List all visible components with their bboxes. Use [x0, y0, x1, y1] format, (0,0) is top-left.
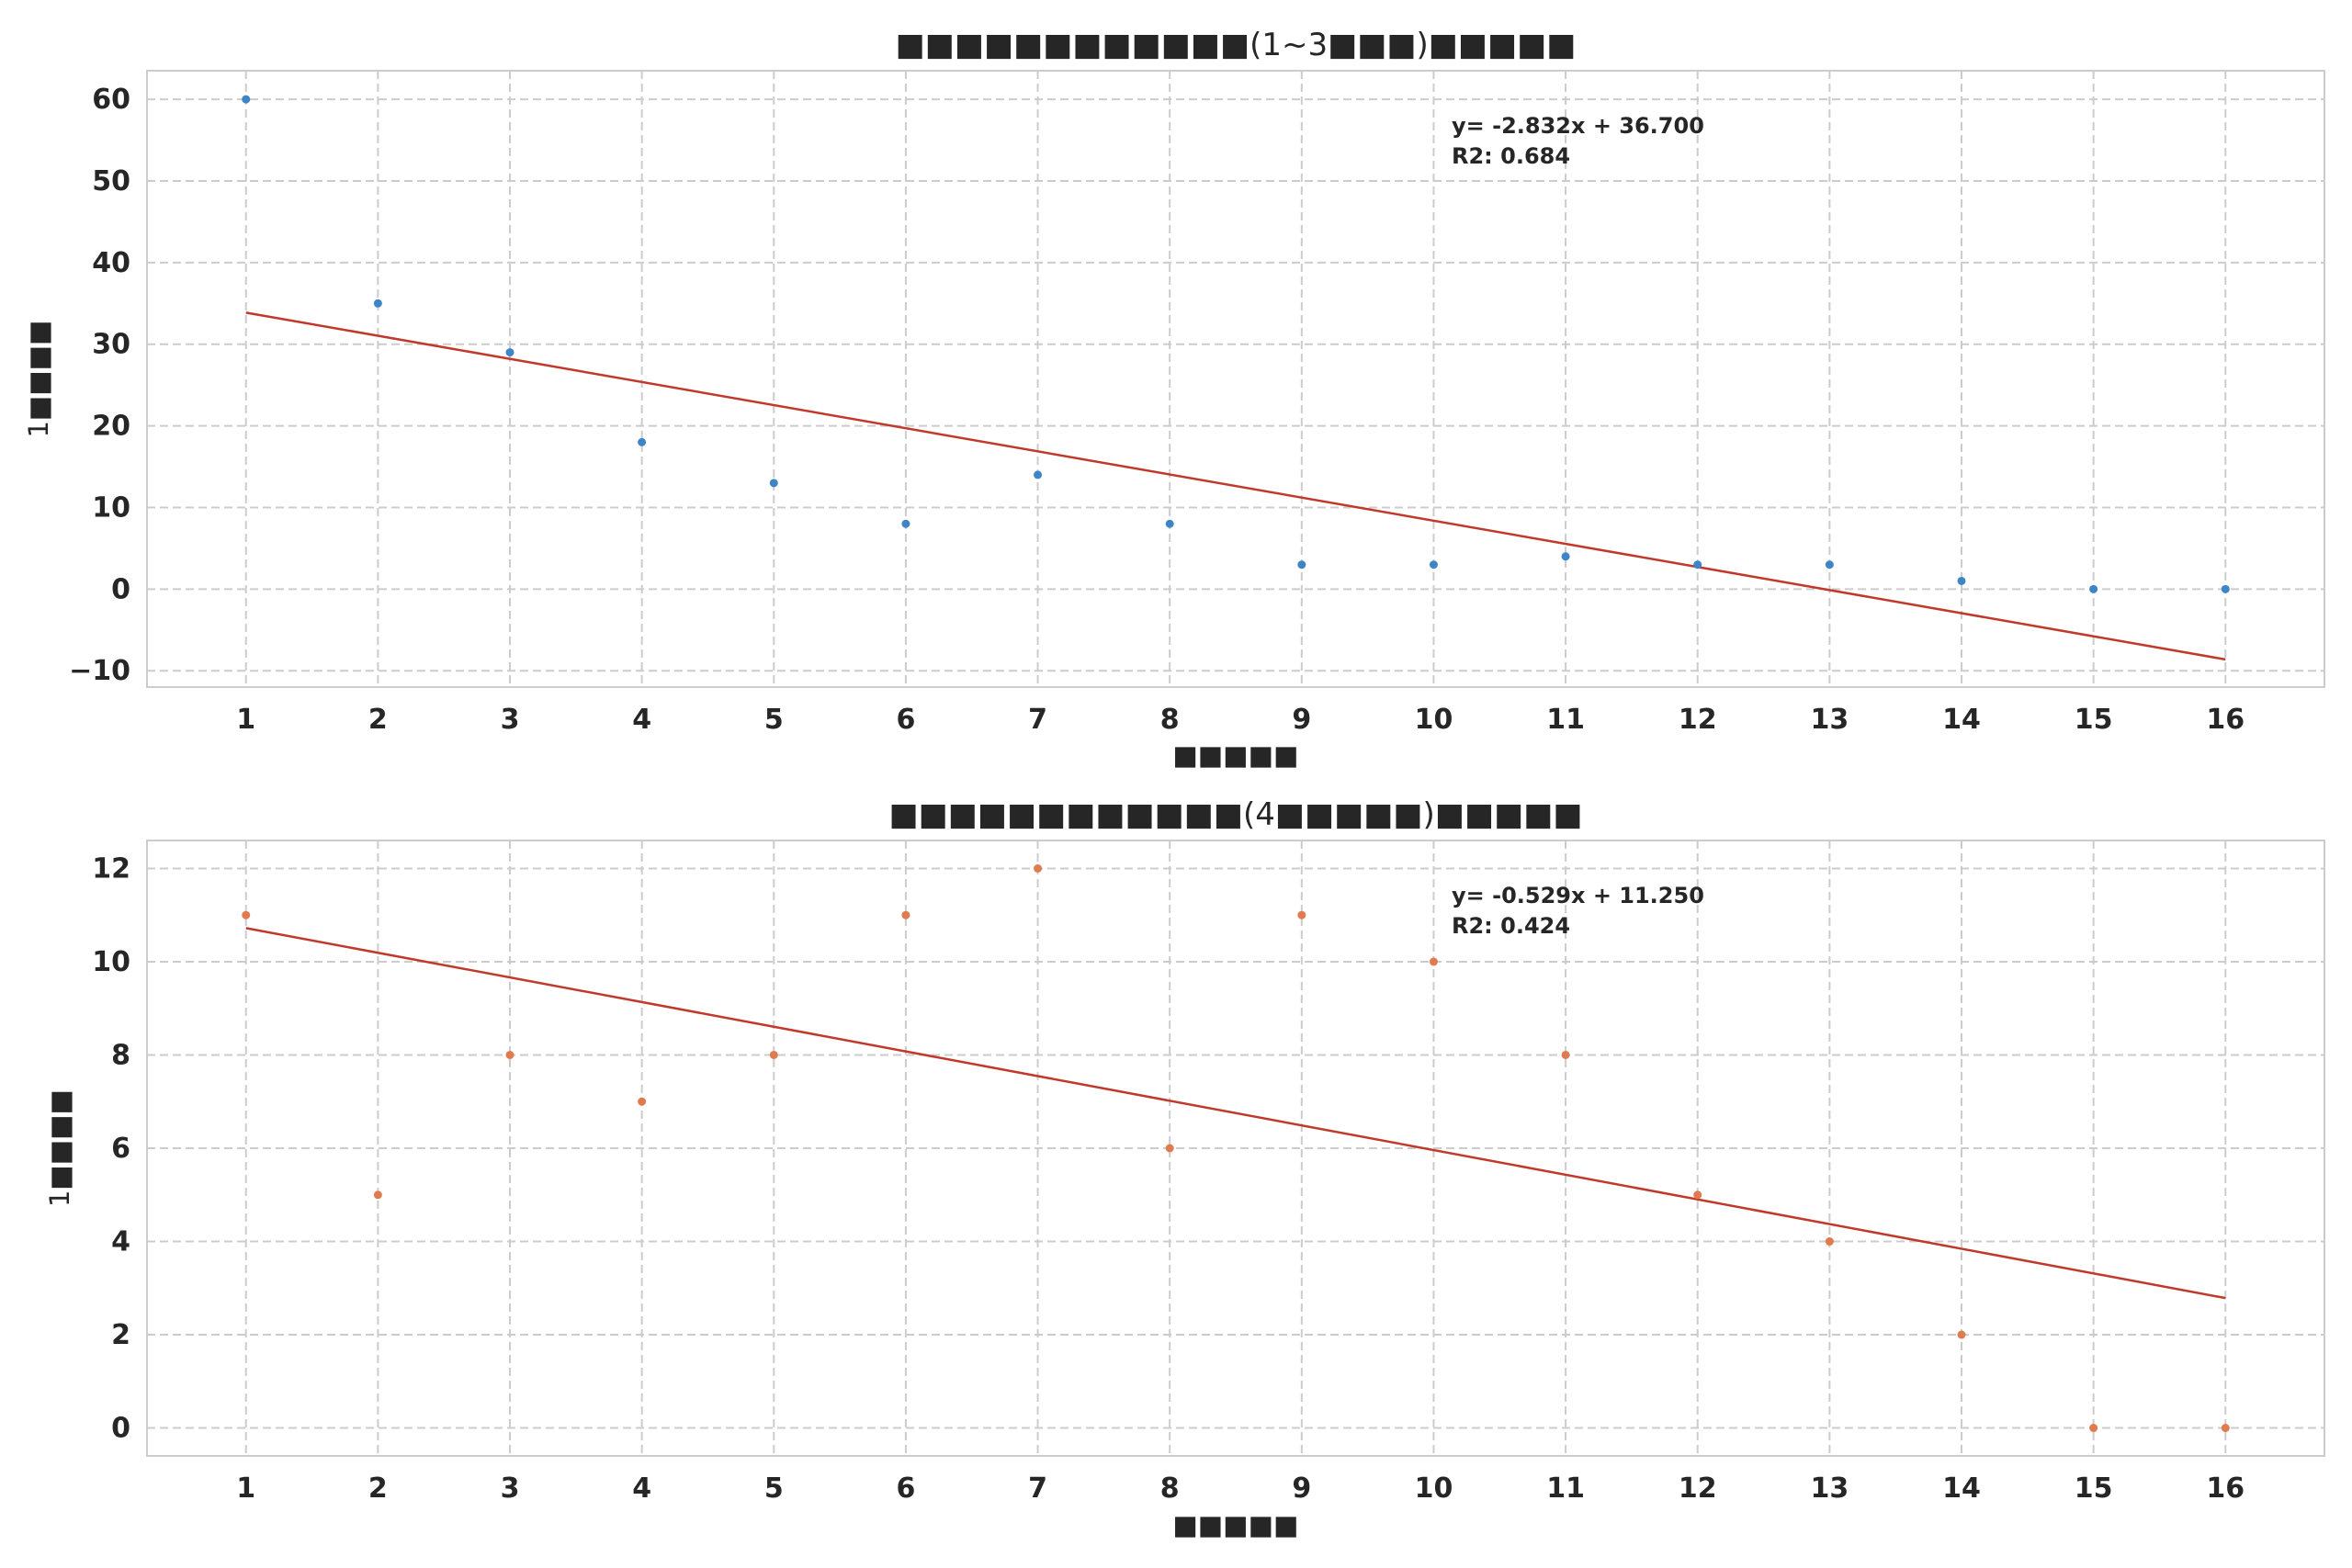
data-point	[242, 910, 251, 919]
x-tick-label: 8	[1160, 1472, 1180, 1505]
y-tick-label: 10	[92, 491, 130, 524]
x-tick-label: 15	[2075, 704, 2113, 736]
x-axis-label: ■■■■■	[1173, 1509, 1299, 1540]
regression-line	[245, 311, 2226, 661]
y-tick-label: −10	[69, 655, 130, 687]
data-point	[769, 479, 778, 488]
data-point	[2089, 584, 2098, 593]
regression-equation: y= -0.529x + 11.250	[1452, 883, 1704, 908]
data-point	[1297, 910, 1306, 919]
x-tick-label: 4	[632, 704, 651, 736]
y-tick-label: 0	[111, 1413, 130, 1445]
y-tick-label: 6	[111, 1133, 130, 1165]
data-point	[2089, 1424, 2098, 1433]
x-tick-label: 13	[1810, 704, 1849, 736]
x-tick-label: 1	[236, 704, 255, 736]
y-axis-label: 1■■■■	[44, 1089, 75, 1207]
x-tick-label: 16	[2206, 704, 2245, 736]
data-point	[1429, 560, 1438, 570]
data-point	[1165, 1144, 1174, 1153]
y-tick-label: 40	[92, 247, 130, 279]
x-tick-label: 10	[1415, 704, 1453, 736]
y-tick-label: 10	[92, 946, 130, 978]
x-tick-label: 13	[1810, 1472, 1849, 1505]
data-point	[769, 1050, 778, 1059]
data-point	[1165, 519, 1174, 528]
r-squared-label: R2: 0.684	[1452, 143, 1570, 169]
y-tick-label: 60	[92, 84, 130, 116]
data-point	[1693, 560, 1702, 570]
x-tick-label: 8	[1160, 704, 1180, 736]
chart-title: ■■■■■■■■■■■■(1~3■■■)■■■■■	[896, 27, 1577, 63]
data-point	[1825, 1237, 1834, 1247]
y-tick-label: 0	[111, 573, 130, 605]
r-squared-label: R2: 0.424	[1452, 913, 1570, 939]
x-tick-label: 11	[1546, 704, 1585, 736]
data-point	[505, 348, 514, 357]
x-axis-label: ■■■■■	[1173, 739, 1299, 771]
data-point	[1561, 552, 1570, 561]
x-tick-label: 2	[368, 704, 388, 736]
plot-frame	[146, 840, 2325, 1457]
x-tick-label: 5	[764, 1472, 784, 1505]
chart-title: ■■■■■■■■■■■■(4■■■■■)■■■■■	[889, 796, 1583, 833]
x-tick-label: 6	[896, 1472, 915, 1505]
x-tick-label: 14	[1942, 704, 1981, 736]
x-tick-label: 4	[632, 1472, 651, 1505]
x-tick-label: 16	[2206, 1472, 2245, 1505]
data-point	[2221, 584, 2230, 593]
data-point	[1825, 560, 1834, 570]
x-tick-label: 5	[764, 704, 784, 736]
data-point	[1034, 470, 1043, 479]
y-tick-label: 8	[111, 1039, 130, 1071]
data-point	[638, 1097, 647, 1106]
x-tick-label: 10	[1415, 1472, 1453, 1505]
y-axis-label: 1■■■■	[23, 320, 54, 437]
regression-line	[245, 927, 2226, 1300]
x-tick-label: 3	[501, 704, 520, 736]
x-tick-label: 6	[896, 704, 915, 736]
y-tick-label: 30	[92, 329, 130, 361]
data-point	[901, 519, 910, 528]
x-tick-label: 12	[1679, 1472, 1717, 1505]
data-point	[1429, 957, 1438, 966]
data-point	[1693, 1190, 1702, 1200]
data-point	[1561, 1050, 1570, 1059]
x-tick-label: 2	[368, 1472, 388, 1505]
data-point	[242, 95, 251, 104]
data-point	[1034, 863, 1043, 873]
data-point	[1297, 560, 1306, 570]
data-point	[373, 299, 382, 308]
x-tick-label: 1	[236, 1472, 255, 1505]
data-point	[505, 1050, 514, 1059]
y-tick-label: 2	[111, 1319, 130, 1351]
x-tick-label: 9	[1292, 1472, 1311, 1505]
x-tick-label: 15	[2075, 1472, 2113, 1505]
data-point	[1957, 1330, 1966, 1339]
data-point	[1957, 576, 1966, 585]
x-tick-label: 7	[1028, 704, 1047, 736]
x-tick-label: 3	[501, 1472, 520, 1505]
x-tick-label: 12	[1679, 704, 1717, 736]
y-tick-label: 12	[92, 852, 130, 885]
data-point	[373, 1190, 382, 1200]
x-tick-label: 9	[1292, 704, 1311, 736]
y-tick-label: 20	[92, 411, 130, 443]
data-point	[638, 437, 647, 446]
y-tick-label: 4	[111, 1226, 130, 1258]
plot-frame	[146, 70, 2325, 688]
x-tick-label: 11	[1546, 1472, 1585, 1505]
y-tick-label: 50	[92, 165, 130, 197]
x-tick-label: 7	[1028, 1472, 1047, 1505]
regression-equation: y= -2.832x + 36.700	[1452, 113, 1704, 139]
data-point	[2221, 1424, 2230, 1433]
x-tick-label: 14	[1942, 1472, 1981, 1505]
data-point	[901, 910, 910, 919]
